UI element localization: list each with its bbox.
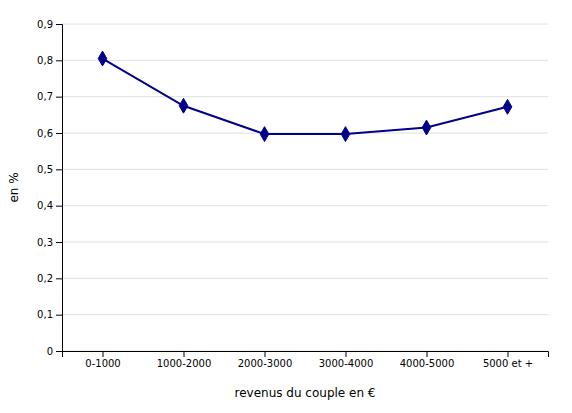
tick-label: 0,9 [37,19,53,30]
tick-mark [56,60,62,61]
grid-line [62,96,548,97]
tick-label: 0,1 [37,309,53,320]
tick-mark [56,206,62,207]
y-tick: 0,9 [37,19,62,30]
marks [98,51,512,141]
y-tick: 0,5 [37,164,62,175]
y-axis: 0 0,1 0,2 0,3 0,4 0,5 0,6 0,7 0,8 0,9 [37,19,62,357]
grid-line [62,60,548,61]
x-tick: 2000-3000 [238,351,293,369]
tick-mark [103,351,104,357]
y-tick: 0,2 [37,273,62,284]
tick-label: 0,8 [37,55,53,66]
tick-label: 1000-2000 [157,358,212,369]
tick-mark [427,351,428,357]
marker [98,51,107,66]
y-tick: 0,6 [37,128,62,139]
grid-line [62,278,548,279]
y-tick: 0 [47,346,62,357]
x-axis: 0-1000 1000-2000 2000-3000 3000-4000 4000-50… [63,351,549,369]
tick-mark [56,97,62,98]
tick-mark [56,133,62,134]
y-tick: 0,8 [37,55,62,66]
grid-line [62,314,548,315]
x-tick: 3000-4000 [319,351,374,369]
y-tick: 0,1 [37,309,62,320]
x-tick: 4000-5000 [400,351,455,369]
tick-mark [56,351,62,352]
tick-label: 4000-5000 [400,358,455,369]
tick-label: 0,6 [37,128,53,139]
y-tick: 0,3 [37,237,62,248]
tick-label: 5000 et + [483,358,533,369]
tick-label: 3000-4000 [319,358,374,369]
grid-line [62,205,548,206]
marker [503,99,512,114]
tick-mark [346,351,347,357]
tick-label: 0,7 [37,91,53,102]
tick-label: 0,4 [37,200,53,211]
tick-mark [56,242,62,243]
marker [341,127,350,142]
axis-line [63,352,549,358]
axis-line [56,25,63,352]
tick-mark [56,278,62,279]
tick-mark [56,315,62,316]
tick-label: 0,2 [37,273,53,284]
y-axis-title: en % [7,172,21,202]
tick-label: 0,5 [37,164,53,175]
marker [422,120,431,135]
chart: 0 0,1 0,2 0,3 0,4 0,5 0,6 0,7 0,8 0,9 0-1000 1000-2… [0,0,572,413]
tick-label: 0 [47,346,53,357]
x-axis-title: revenus du couple en € [235,386,376,400]
marker [260,127,269,142]
tick-mark [56,24,62,25]
x-tick: 5000 et + [483,351,533,369]
x-tick: 0-1000 [85,351,120,369]
tick-label: 2000-3000 [238,358,293,369]
line [103,59,508,135]
grid [62,24,548,351]
tick-mark [265,351,266,357]
grid-line [62,169,548,170]
tick-mark [184,351,185,357]
x-tick: 1000-2000 [157,351,212,369]
tick-mark [56,169,62,170]
grid-line [62,24,548,25]
marker [179,98,188,113]
y-tick: 0,4 [37,200,62,211]
grid-line [62,242,548,243]
tick-mark [508,351,509,357]
y-tick: 0,7 [37,91,62,102]
tick-label: 0-1000 [85,358,120,369]
tick-label: 0,3 [37,237,53,248]
plot: 0 0,1 0,2 0,3 0,4 0,5 0,6 0,7 0,8 0,9 0-1000 1000-2… [37,19,548,369]
